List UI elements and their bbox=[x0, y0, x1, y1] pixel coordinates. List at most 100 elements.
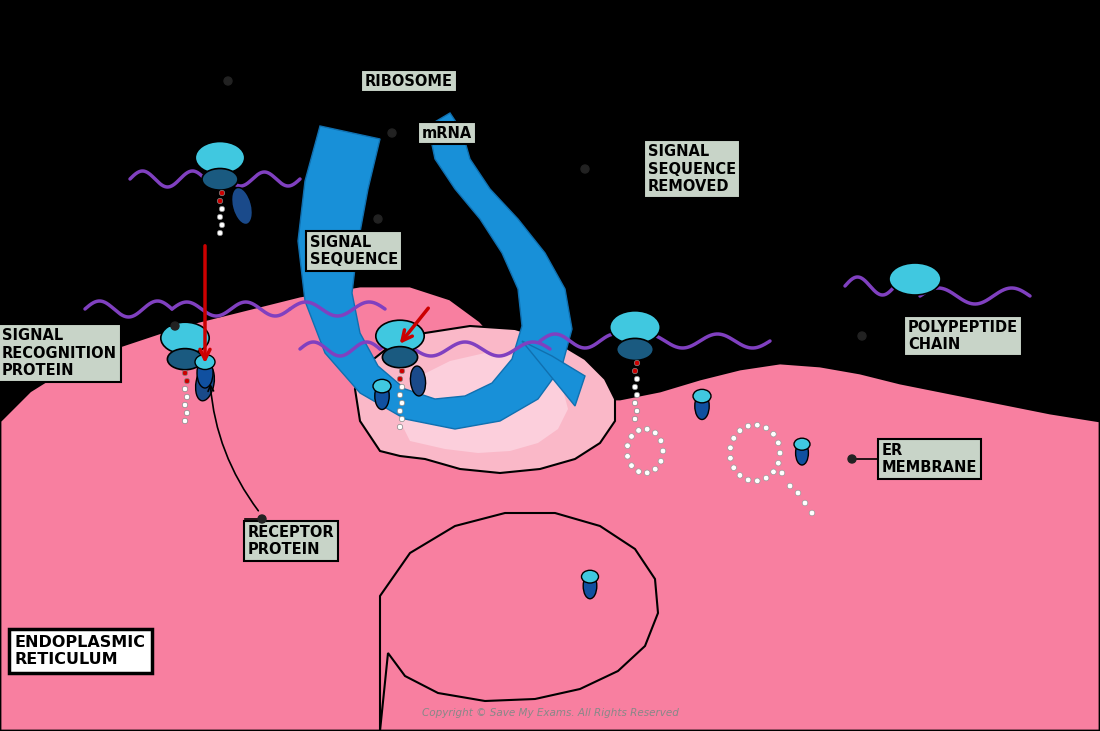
Circle shape bbox=[625, 453, 630, 459]
Text: ER
MEMBRANE: ER MEMBRANE bbox=[882, 443, 978, 475]
Circle shape bbox=[635, 393, 640, 398]
Circle shape bbox=[625, 443, 630, 449]
Circle shape bbox=[730, 436, 737, 441]
Text: mRNA: mRNA bbox=[422, 126, 472, 140]
Circle shape bbox=[636, 428, 641, 433]
Circle shape bbox=[763, 475, 769, 481]
Circle shape bbox=[776, 440, 781, 446]
Ellipse shape bbox=[889, 263, 940, 295]
Ellipse shape bbox=[195, 355, 214, 369]
Polygon shape bbox=[298, 113, 572, 429]
Circle shape bbox=[788, 483, 793, 489]
Ellipse shape bbox=[161, 322, 209, 354]
Circle shape bbox=[388, 129, 396, 137]
Circle shape bbox=[652, 466, 658, 472]
Ellipse shape bbox=[617, 338, 653, 360]
Circle shape bbox=[183, 418, 188, 424]
Circle shape bbox=[258, 515, 266, 523]
Text: ENDOPLASMIC
RETICULUM: ENDOPLASMIC RETICULUM bbox=[15, 635, 146, 667]
Circle shape bbox=[727, 455, 734, 461]
Circle shape bbox=[219, 190, 224, 196]
Circle shape bbox=[397, 409, 403, 414]
Circle shape bbox=[399, 385, 405, 390]
Ellipse shape bbox=[167, 349, 202, 370]
Ellipse shape bbox=[232, 187, 252, 224]
Ellipse shape bbox=[410, 366, 426, 396]
Circle shape bbox=[755, 423, 760, 428]
Circle shape bbox=[660, 448, 666, 454]
Circle shape bbox=[399, 416, 405, 422]
Text: RECEPTOR
PROTEIN: RECEPTOR PROTEIN bbox=[248, 525, 334, 557]
Ellipse shape bbox=[383, 346, 418, 368]
Ellipse shape bbox=[196, 366, 214, 401]
Polygon shape bbox=[750, 451, 1038, 731]
Circle shape bbox=[658, 458, 663, 464]
Text: SIGNAL
SEQUENCE: SIGNAL SEQUENCE bbox=[310, 235, 398, 268]
Ellipse shape bbox=[197, 358, 213, 388]
Polygon shape bbox=[355, 326, 615, 473]
Polygon shape bbox=[0, 286, 1100, 731]
Circle shape bbox=[219, 222, 224, 227]
Circle shape bbox=[636, 469, 641, 474]
Circle shape bbox=[652, 430, 658, 436]
Circle shape bbox=[399, 368, 405, 374]
Circle shape bbox=[170, 322, 179, 330]
Circle shape bbox=[185, 394, 189, 400]
Circle shape bbox=[727, 445, 734, 450]
Ellipse shape bbox=[795, 441, 808, 465]
Circle shape bbox=[779, 470, 784, 476]
Circle shape bbox=[658, 438, 663, 444]
Circle shape bbox=[632, 368, 638, 374]
Circle shape bbox=[746, 423, 751, 429]
Ellipse shape bbox=[794, 438, 810, 450]
Circle shape bbox=[632, 416, 638, 422]
Circle shape bbox=[771, 431, 777, 437]
Circle shape bbox=[635, 376, 640, 382]
Circle shape bbox=[810, 510, 815, 516]
Circle shape bbox=[219, 206, 224, 212]
Text: Copyright © Save My Exams. All Rights Reserved: Copyright © Save My Exams. All Rights Re… bbox=[421, 708, 679, 718]
Text: POLYPEPTIDE
CHAIN: POLYPEPTIDE CHAIN bbox=[908, 319, 1019, 352]
Circle shape bbox=[746, 477, 751, 482]
Ellipse shape bbox=[202, 169, 238, 190]
Ellipse shape bbox=[196, 142, 245, 174]
Circle shape bbox=[218, 214, 222, 220]
Text: SIGNAL
SEQUENCE
REMOVED: SIGNAL SEQUENCE REMOVED bbox=[648, 144, 736, 194]
Ellipse shape bbox=[609, 311, 660, 344]
Ellipse shape bbox=[376, 320, 425, 352]
Circle shape bbox=[632, 385, 638, 390]
Circle shape bbox=[218, 198, 222, 204]
Text: SIGNAL
RECOGNITION
PROTEIN: SIGNAL RECOGNITION PROTEIN bbox=[2, 328, 117, 378]
Circle shape bbox=[183, 402, 188, 408]
Ellipse shape bbox=[695, 393, 710, 420]
Ellipse shape bbox=[583, 573, 597, 599]
Circle shape bbox=[218, 230, 222, 235]
Circle shape bbox=[374, 215, 382, 223]
Polygon shape bbox=[720, 429, 1100, 731]
Circle shape bbox=[629, 433, 635, 439]
Circle shape bbox=[224, 77, 232, 85]
Circle shape bbox=[795, 491, 801, 496]
Circle shape bbox=[635, 409, 640, 414]
Circle shape bbox=[737, 472, 742, 478]
Circle shape bbox=[778, 450, 783, 456]
Polygon shape bbox=[522, 341, 585, 406]
Circle shape bbox=[399, 401, 405, 406]
Circle shape bbox=[397, 393, 403, 398]
Circle shape bbox=[755, 478, 760, 484]
Circle shape bbox=[763, 425, 769, 431]
Polygon shape bbox=[0, 436, 390, 731]
Circle shape bbox=[397, 376, 403, 382]
Circle shape bbox=[581, 165, 589, 173]
Circle shape bbox=[629, 463, 635, 469]
Polygon shape bbox=[379, 513, 658, 731]
Circle shape bbox=[802, 500, 807, 506]
Ellipse shape bbox=[375, 382, 389, 409]
Circle shape bbox=[635, 360, 640, 366]
Ellipse shape bbox=[373, 379, 390, 393]
Text: RIBOSOME: RIBOSOME bbox=[365, 74, 453, 88]
Circle shape bbox=[848, 455, 856, 463]
Circle shape bbox=[632, 401, 638, 406]
Circle shape bbox=[185, 379, 189, 384]
Circle shape bbox=[737, 428, 742, 433]
